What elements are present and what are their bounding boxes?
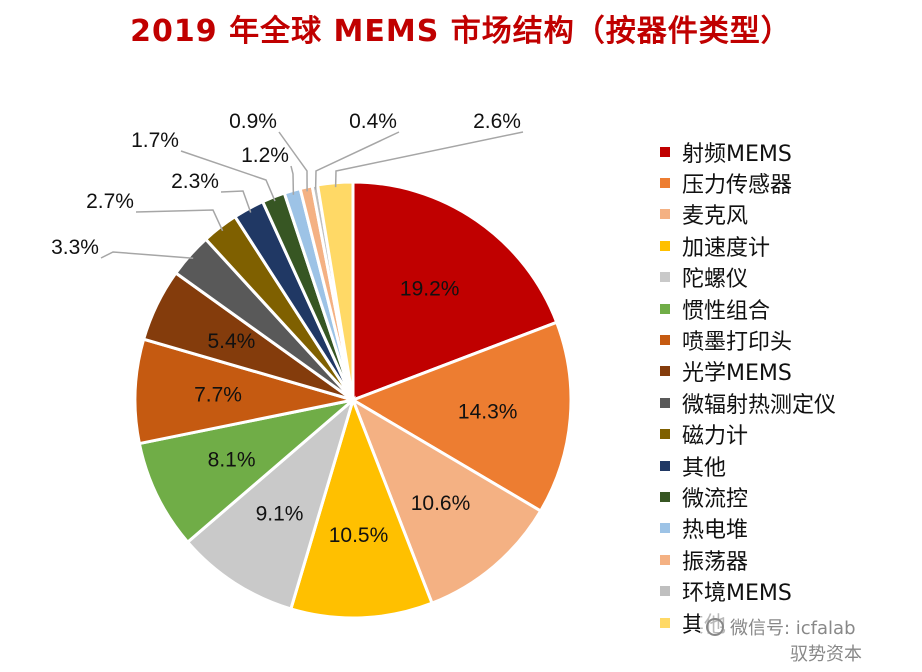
legend-item-12: 热电堆 (660, 513, 836, 544)
legend-item-5: 惯性组合 (660, 293, 836, 324)
legend-label: 热电堆 (682, 518, 749, 544)
legend-label: 环境MEMS (682, 581, 792, 607)
legend-swatch (660, 586, 670, 597)
data-label-12: 1.2% (241, 144, 289, 167)
data-label-2: 10.6% (411, 492, 471, 515)
chart-title: 2019 年全球 MEMS 市场结构（按器件类型） (130, 14, 792, 49)
legend-swatch (660, 209, 670, 220)
leader-line-12 (290, 165, 295, 195)
data-label-0: 19.2% (400, 278, 460, 301)
watermark-text: 微信号: icfalab (730, 618, 856, 639)
legend-item-2: 麦克风 (660, 199, 836, 230)
data-label-5: 8.1% (208, 449, 256, 472)
legend-item-4: 陀螺仪 (660, 262, 836, 293)
legend-item-3: 加速度计 (660, 230, 836, 261)
leader-line-10 (220, 190, 252, 213)
legend-swatch (660, 240, 670, 251)
legend-swatch (660, 460, 670, 471)
legend-swatch (660, 178, 670, 189)
legend-item-14: 环境MEMS (660, 575, 836, 606)
legend-item-9: 磁力计 (660, 419, 836, 450)
wechat-icon (706, 618, 724, 636)
pie-slice-5 (137, 397, 359, 545)
legend-label: 射频MEMS (682, 141, 792, 167)
data-label-9: 2.7% (86, 190, 134, 213)
leader-line-13 (278, 131, 308, 192)
pie-slice-4 (185, 395, 356, 611)
legend-swatch (660, 554, 670, 565)
legend-label: 加速度计 (682, 235, 771, 261)
leader-line-8 (100, 251, 194, 259)
legend-item-7: 光学MEMS (660, 356, 836, 387)
legend-item-6: 喷墨打印头 (660, 324, 836, 355)
legend-item-10: 其他 (660, 450, 836, 481)
pie-slice-6 (133, 337, 354, 446)
pie-slice-2 (350, 396, 543, 606)
legend-label: 光学MEMS (682, 361, 792, 387)
legend-label: 振荡器 (682, 549, 749, 575)
data-label-7: 5.4% (207, 330, 255, 353)
legend-item-0: 射频MEMS (660, 136, 836, 167)
data-label-8: 3.3% (51, 236, 99, 259)
leader-line-9 (135, 209, 224, 232)
data-label-1: 14.3% (458, 401, 518, 424)
legend-swatch (660, 397, 670, 408)
watermark-brand: 驭势资本 (790, 644, 862, 665)
data-label-13: 0.9% (229, 110, 277, 133)
legend-label: 麦克风 (682, 204, 749, 230)
pie-slice-1 (349, 320, 573, 514)
legend-swatch (660, 335, 670, 346)
legend-swatch (660, 272, 670, 283)
leader-line-15 (334, 131, 524, 188)
data-label-10: 2.3% (171, 170, 219, 193)
legend-swatch (660, 491, 670, 502)
legend-label: 喷墨打印头 (682, 330, 793, 356)
legend-label: 压力传感器 (682, 173, 793, 199)
watermark: 微信号: icfalab (700, 612, 862, 642)
data-label-3: 10.5% (329, 524, 389, 547)
legend-item-8: 微辐射热测定仪 (660, 387, 836, 418)
data-label-4: 9.1% (256, 502, 304, 525)
data-label-15: 2.6% (473, 110, 521, 133)
legend-swatch (660, 523, 670, 534)
legend-label: 磁力计 (682, 424, 749, 450)
legend-label: 惯性组合 (682, 298, 771, 324)
legend-item-13: 振荡器 (660, 544, 836, 575)
data-label-6: 7.7% (194, 384, 242, 407)
pie-slice-0 (351, 180, 559, 403)
pie-slice-3 (289, 395, 434, 620)
legend-swatch (660, 617, 670, 628)
leader-line-14 (314, 131, 400, 190)
legend-swatch (660, 429, 670, 440)
data-label-11: 1.7% (131, 129, 179, 152)
legend-swatch (660, 366, 670, 377)
legend-label: 其他 (682, 455, 727, 481)
legend-swatch (660, 146, 670, 157)
legend-label: 微辐射热测定仪 (682, 392, 837, 418)
legend-swatch (660, 303, 670, 314)
legend-label: 微流控 (682, 487, 749, 512)
legend-label: 陀螺仪 (682, 267, 749, 293)
data-label-14: 0.4% (349, 110, 397, 133)
legend-item-1: 压力传感器 (660, 167, 836, 198)
legend-item-11: 微流控 (660, 481, 836, 512)
leader-line-11 (180, 150, 276, 202)
legend: 射频MEMS 压力传感器麦克风加速度计陀螺仪惯性组合喷墨打印头光学MEMS 微辐射热… (660, 136, 836, 638)
